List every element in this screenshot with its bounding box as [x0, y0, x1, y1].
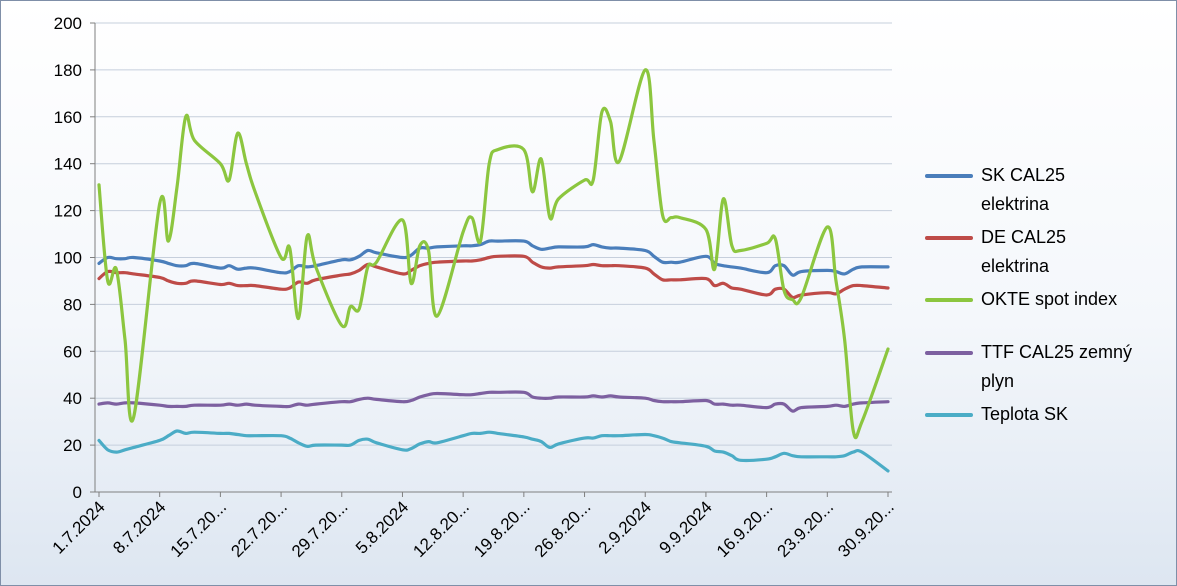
- legend-label: SK CAL25: [981, 165, 1066, 185]
- x-tick-label: 19.8.20...: [470, 497, 534, 561]
- series-line-4: [97, 390, 890, 413]
- x-tick-label: 22.7.20...: [227, 497, 291, 561]
- legend-label: Teplota SK: [981, 404, 1069, 424]
- legend: SK CAL25 elektrina DE CAL25 elektrina OK…: [923, 161, 1173, 433]
- y-tick-label: 160: [54, 108, 82, 127]
- x-tick-label: 30.9.20...: [834, 497, 898, 561]
- y-tick-label: 140: [54, 155, 82, 174]
- y-tick-label: 200: [54, 14, 82, 33]
- legend-label: plyn: [981, 371, 1015, 391]
- y-tick-label: 120: [54, 202, 82, 221]
- legend-item-teplota: Teplota SK: [923, 400, 1173, 429]
- x-axis-ticks: 1.7.2024 8.7.202415.7.20...22.7.20...29.7…: [49, 492, 898, 561]
- y-tick-label: 0: [73, 483, 82, 502]
- x-tick-label: 2.9.2024: [595, 497, 655, 557]
- legend-swatch: [925, 413, 973, 417]
- x-tick-label: 29.7.20...: [288, 497, 352, 561]
- legend-swatch: [925, 174, 973, 178]
- series-line-3: [97, 68, 890, 440]
- y-tick-label: 80: [63, 295, 82, 314]
- legend-item-ttf: TTF CAL25 zemný plyn: [923, 338, 1173, 396]
- series-line-2: [97, 254, 890, 300]
- series-lines: [97, 68, 890, 473]
- y-tick-label: 180: [54, 61, 82, 80]
- legend-label: OKTE spot index: [981, 289, 1118, 309]
- legend-label: elektrina: [981, 194, 1050, 214]
- y-tick-label: 20: [63, 436, 82, 455]
- legend-label: DE CAL25: [981, 227, 1067, 247]
- legend-swatch: [925, 351, 973, 355]
- legend-swatch: [925, 236, 973, 240]
- y-tick-label: 60: [63, 342, 82, 361]
- x-tick-label: 1.7.2024: [49, 497, 109, 557]
- x-tick-label: 15.7.20...: [167, 497, 231, 561]
- x-tick-label: 5.8.2024: [352, 497, 412, 557]
- x-tick-label: 16.9.20...: [713, 497, 777, 561]
- y-tick-label: 40: [63, 389, 82, 408]
- series-line-5: [97, 429, 890, 473]
- x-tick-label: 23.9.20...: [774, 497, 838, 561]
- gridlines: [95, 22, 892, 446]
- x-tick-label: 8.7.2024: [109, 497, 169, 557]
- legend-label: TTF CAL25 zemný: [981, 342, 1133, 362]
- legend-item-de-cal25: DE CAL25 elektrina: [923, 223, 1173, 281]
- legend-item-sk-cal25: SK CAL25 elektrina: [923, 161, 1173, 219]
- series-line-1: [97, 239, 890, 277]
- x-tick-label: 12.8.20...: [409, 497, 473, 561]
- y-tick-label: 100: [54, 249, 82, 268]
- x-tick-label: 9.9.2024: [656, 497, 716, 557]
- y-axis-ticks: 0 20 40 60 80 100 120 140 160 180 200: [54, 14, 95, 502]
- legend-swatch: [925, 298, 973, 302]
- x-tick-label: 26.8.20...: [531, 497, 595, 561]
- legend-item-okte: OKTE spot index: [923, 285, 1173, 314]
- legend-label: elektrina: [981, 256, 1050, 276]
